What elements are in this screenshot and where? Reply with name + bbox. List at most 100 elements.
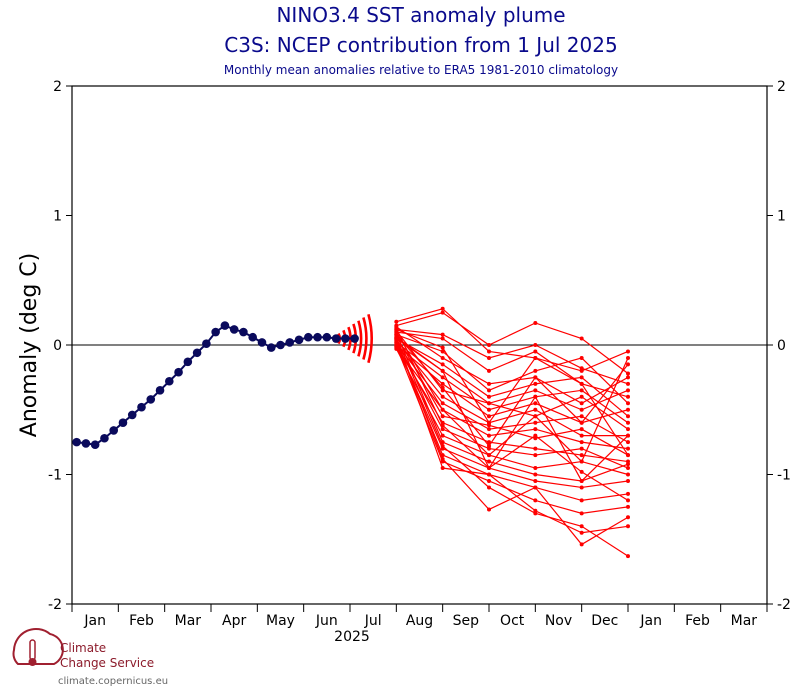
forecast-point	[394, 327, 399, 332]
forecast-point	[626, 388, 630, 393]
forecast-point	[440, 310, 445, 315]
forecast-point	[440, 385, 445, 390]
forecast-point	[579, 511, 584, 516]
forecast-point	[487, 414, 491, 419]
forecast-point	[440, 362, 445, 367]
x-month-label: Feb	[685, 613, 710, 629]
observed-point	[174, 367, 183, 377]
forecast-point	[487, 368, 491, 373]
forecast-point	[440, 345, 445, 350]
forecast-member-line	[395, 343, 629, 443]
forecast-point	[626, 440, 630, 445]
forecast-point	[533, 427, 538, 432]
observed-point	[165, 376, 174, 386]
y-axis-right: 2 1 0 -1 -2	[767, 79, 791, 613]
observed-point	[211, 327, 220, 337]
x-month-label: Apr	[222, 613, 246, 629]
logo-url: climate.copernicus.eu	[58, 676, 168, 687]
forecast-point	[626, 349, 630, 354]
x-month-label: May	[266, 613, 295, 629]
forecast-point	[579, 427, 584, 432]
forecast-point	[533, 343, 538, 347]
forecast-point	[579, 446, 584, 451]
forecast-point	[579, 407, 584, 412]
forecast-point	[579, 394, 584, 399]
y-tick-label-left: 0	[53, 338, 62, 354]
observed-point	[257, 338, 267, 347]
observed-point	[285, 338, 295, 347]
observed-point	[313, 332, 322, 342]
forecast-point	[440, 401, 445, 406]
x-month-label: Nov	[545, 613, 572, 629]
forecast-point	[533, 349, 538, 354]
observed-point	[183, 357, 193, 367]
observed-point	[322, 332, 332, 342]
forecast-point	[394, 319, 399, 324]
y-axis-label: Anomaly (deg C)	[17, 253, 42, 437]
forecast-point	[626, 554, 630, 559]
observed-line	[76, 324, 355, 446]
forecast-point	[440, 355, 445, 360]
forecast-point	[440, 336, 445, 341]
forecast-point	[533, 453, 538, 458]
forecast-point	[533, 466, 538, 471]
forecast-point	[533, 472, 538, 477]
forecast-point	[579, 498, 584, 503]
forecast-point	[626, 472, 630, 477]
forecast-point	[440, 332, 445, 337]
forecast-point	[579, 336, 584, 341]
observed-point	[100, 433, 109, 443]
forecast-start-arc	[367, 313, 374, 364]
observed-point	[146, 395, 156, 404]
forecast-point	[440, 368, 445, 373]
forecast-point	[579, 381, 584, 386]
observed-point	[266, 343, 276, 352]
forecast-member-line	[395, 342, 629, 502]
observed-point	[202, 339, 211, 349]
forecast-member-line	[396, 308, 629, 372]
cloud-icon	[12, 627, 64, 665]
forecast-point	[533, 394, 538, 399]
forecast-point	[533, 485, 538, 490]
forecast-point	[487, 507, 491, 512]
x-month-label: Jan	[83, 613, 106, 629]
forecast-point	[579, 542, 584, 547]
chart-title-line1: NINO3.4 SST anomaly plume	[276, 3, 565, 27]
forecast-point	[579, 375, 584, 380]
forecast-point	[440, 414, 445, 419]
x-month-label: Oct	[500, 613, 525, 629]
forecast-point	[626, 381, 630, 386]
observed-point	[304, 332, 313, 342]
forecast-point	[579, 530, 584, 535]
forecast-member-line	[396, 331, 629, 398]
forecast-member-line	[395, 344, 629, 489]
forecast-point	[440, 349, 445, 354]
x-month-label: Mar	[175, 613, 202, 629]
y-tick-label-left: -1	[48, 468, 62, 484]
forecast-point	[579, 414, 584, 419]
observed-point	[239, 327, 248, 337]
forecast-point	[440, 444, 445, 449]
forecast-point	[533, 420, 538, 425]
forecast-point	[487, 440, 491, 445]
forecast-point	[579, 440, 584, 445]
observed-point	[331, 334, 341, 343]
forecast-point	[533, 388, 538, 393]
forecast-point	[626, 433, 630, 438]
forecast-point	[487, 381, 491, 386]
forecast-point	[626, 466, 630, 471]
y-tick-label-right: -2	[777, 597, 791, 613]
observed-point	[81, 439, 91, 448]
forecast-point	[440, 375, 445, 380]
forecast-member-line	[395, 331, 629, 463]
y-tick-label-right: 1	[777, 209, 786, 225]
forecast-point	[487, 401, 491, 406]
forecast-point	[626, 401, 630, 406]
forecast-point	[626, 420, 630, 425]
forecast-point	[487, 343, 491, 347]
forecast-point	[487, 485, 491, 490]
forecast-point	[533, 414, 538, 419]
forecast-point	[626, 504, 630, 509]
observed-point	[276, 340, 285, 350]
